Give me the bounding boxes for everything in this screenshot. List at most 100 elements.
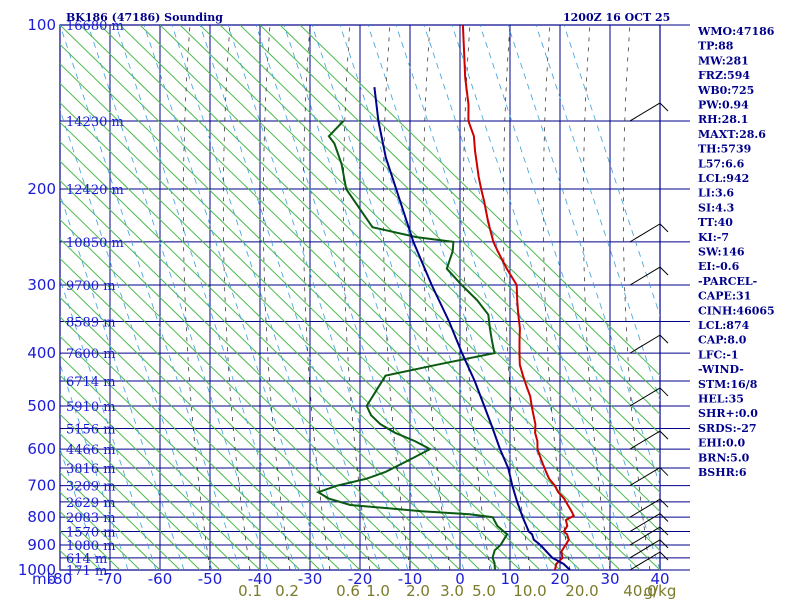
wind-barb-flag xyxy=(659,526,669,536)
stability-index-value: -PARCEL- xyxy=(698,275,757,288)
dry-adiabat xyxy=(60,374,261,570)
dry-adiabat xyxy=(0,25,20,570)
wind-barb-flag xyxy=(659,334,669,344)
dry-adiabat xyxy=(79,25,641,570)
wind-barb-flag xyxy=(659,539,669,549)
dry-adiabat xyxy=(60,316,321,570)
dry-adiabat xyxy=(60,218,421,570)
dry-adiabat xyxy=(60,335,301,570)
moist-adiabat xyxy=(382,25,411,570)
stability-index-value: RH:28.1 xyxy=(698,113,748,126)
wind-barbs xyxy=(629,102,669,571)
mixing-ratio-line xyxy=(87,25,269,570)
mixing-ratio-label: 2.0 xyxy=(406,582,430,600)
height-label: 7600 m xyxy=(66,347,116,362)
wind-barb-flag xyxy=(659,430,669,440)
stability-index-value: FRZ:594 xyxy=(698,69,750,82)
dry-adiabat xyxy=(60,433,201,570)
temperature-tick-label: 10 xyxy=(500,570,519,588)
moist-adiabat xyxy=(222,25,251,570)
stability-index-value: MW:281 xyxy=(698,54,749,67)
dry-adiabat xyxy=(60,277,361,570)
moist-adiabat xyxy=(582,25,611,570)
height-label: 8589 m xyxy=(66,316,116,331)
pressure-tick-label: 1000 xyxy=(18,561,56,579)
wind-barb xyxy=(629,551,661,571)
mixing-ratio-line xyxy=(479,25,660,570)
height-label: 9700 m xyxy=(66,279,116,294)
mixing-ratio-label: 40.0 xyxy=(623,582,656,600)
dry-adiabat xyxy=(159,25,660,513)
mixing-ratio-line xyxy=(339,25,521,570)
dry-adiabat xyxy=(219,25,660,454)
dry-adiabat xyxy=(60,394,241,570)
stability-index-value: SW:146 xyxy=(698,246,745,259)
dry-adiabat xyxy=(239,25,660,435)
mixing-ratio-label: 5.0 xyxy=(472,582,496,600)
dry-adiabat xyxy=(60,141,501,570)
wind-barb xyxy=(629,513,661,532)
moist-adiabat xyxy=(462,25,491,570)
wind-barb xyxy=(629,430,661,450)
chart-title: BK186 (47186) Sounding xyxy=(66,11,223,24)
height-label: 5156 m xyxy=(66,422,116,437)
dry-adiabat xyxy=(60,257,381,570)
pressure-tick-label: 800 xyxy=(27,508,56,526)
dry-adiabat xyxy=(60,82,561,570)
temperature-tick-label: -40 xyxy=(248,570,273,588)
stability-index-value: STM:16/8 xyxy=(698,378,758,391)
wind-barb xyxy=(629,467,661,487)
mixing-ratio-label: 0.6 xyxy=(336,582,360,600)
height-label: 3816 m xyxy=(66,462,116,477)
pressure-tick-label: 700 xyxy=(27,477,56,495)
temperature-tick-label: 0 xyxy=(455,570,465,588)
stability-index-value: WB0:725 xyxy=(697,84,754,97)
stability-index-value: HEL:35 xyxy=(698,393,744,406)
wind-barb-flag xyxy=(659,387,669,397)
wind-barb-flag xyxy=(659,102,669,112)
temperature-tick-label: -50 xyxy=(198,570,223,588)
temperature-tick-label: -60 xyxy=(148,570,173,588)
height-label: 171 m xyxy=(66,564,107,579)
stability-index-value: CINH:46065 xyxy=(698,304,775,317)
height-label: 6714 m xyxy=(66,375,116,390)
height-label: 10850 m xyxy=(66,236,124,251)
mixing-ratio-line xyxy=(423,25,605,570)
temperature-line xyxy=(461,25,576,570)
mixing-ratio-line xyxy=(563,25,660,317)
stability-index-value: LFC:-1 xyxy=(698,348,739,361)
moist-adiabat xyxy=(622,25,651,570)
wind-barb-flag xyxy=(659,467,669,476)
dry-adiabat xyxy=(60,199,441,570)
moist-adiabat xyxy=(262,25,291,570)
parcel-line xyxy=(373,86,571,570)
pressure-tick-label: 400 xyxy=(27,344,56,362)
stability-index-value: LI:3.6 xyxy=(698,187,734,200)
mixing-ratio-label: 0.2 xyxy=(275,582,299,600)
pressure-tick-label: 500 xyxy=(27,397,56,415)
wind-barb xyxy=(629,498,661,518)
temperature-tick-label: -30 xyxy=(298,570,323,588)
pressure-unit-label: mb xyxy=(32,570,56,588)
wind-barb-flag xyxy=(659,266,669,276)
mixing-ratio-line xyxy=(507,25,660,487)
pressure-tick-label: 900 xyxy=(27,536,56,554)
moist-adiabat xyxy=(542,25,571,570)
moist-adiabat xyxy=(302,25,331,570)
wind-barb xyxy=(629,266,661,286)
stability-index-value: SHR+:0.0 xyxy=(698,407,758,420)
stability-index-value: TP:88 xyxy=(698,40,734,53)
height-label: 14230 m xyxy=(66,115,124,130)
wind-barb xyxy=(629,223,661,243)
height-label: 16680 m xyxy=(66,19,124,34)
height-label: 614 m xyxy=(66,552,107,567)
stability-index-value: WMO:47186 xyxy=(697,25,775,38)
dry-adiabat xyxy=(60,296,341,570)
dry-adiabat xyxy=(139,25,660,532)
temperature-tick-label: -80 xyxy=(48,570,73,588)
dry-adiabat xyxy=(60,355,281,570)
mixing-ratio-line xyxy=(171,25,353,570)
stability-index-value: BRN:5.0 xyxy=(698,451,750,464)
